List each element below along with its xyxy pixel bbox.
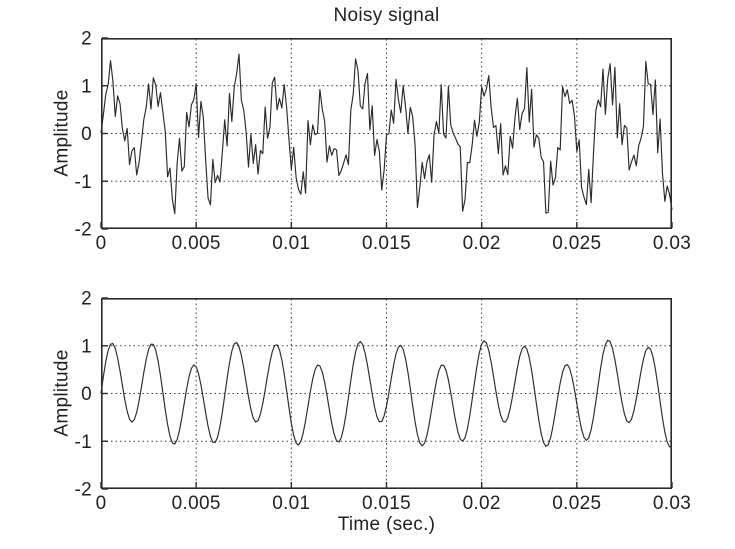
y-tick-label: 1: [81, 76, 92, 97]
plot-border: [101, 38, 673, 229]
y-tick-label: -2: [75, 480, 93, 501]
signal-line: [100, 53, 673, 215]
y-tick-label: 0: [81, 124, 92, 145]
x-tick-label: 0.005: [172, 233, 221, 254]
x-tick-label: 0: [96, 233, 107, 254]
x-tick-label: 0: [96, 493, 107, 514]
x-tick-label: 0.025: [552, 493, 601, 514]
x-tick-label: 0.02: [463, 493, 501, 514]
filtered-signal-plot: 0 0.005 0.01 0.015 0.02 0.025 0.03 2 1 0 -1 -2: [75, 289, 691, 515]
x-tick-label: 0.03: [653, 233, 691, 254]
y-tick-label: -1: [75, 172, 93, 193]
x-tick-label: 0.01: [272, 493, 310, 514]
x-tick-label: 0.01: [272, 233, 310, 254]
y-axis-label-bottom: Amplitude: [51, 349, 73, 437]
x-tick-label: 0.005: [172, 493, 221, 514]
y-tick-label: 0: [81, 384, 92, 405]
y-tick-label: 2: [81, 29, 92, 50]
y-tick-label: -2: [75, 220, 93, 241]
signal-line: [100, 339, 673, 448]
x-tick-label: 0.025: [552, 233, 601, 254]
x-axis-label: Time (sec.): [337, 514, 436, 535]
plot-title: Noisy signal: [333, 5, 440, 26]
noisy-signal-plot: 0 0.005 0.01 0.015 0.02 0.025 0.03 2 1 0 -1 -2: [75, 29, 691, 255]
y-tick-label: -1: [75, 432, 93, 453]
x-tick-label: 0.015: [362, 493, 411, 514]
y-tick-label: 1: [81, 336, 92, 357]
x-tick-label: 0.03: [653, 493, 691, 514]
x-tick-label: 0.02: [463, 233, 501, 254]
y-tick-label: 2: [81, 289, 92, 310]
plot-border: [101, 298, 673, 489]
x-tick-label: 0.015: [362, 233, 411, 254]
y-axis-label-top: Amplitude: [51, 89, 73, 177]
